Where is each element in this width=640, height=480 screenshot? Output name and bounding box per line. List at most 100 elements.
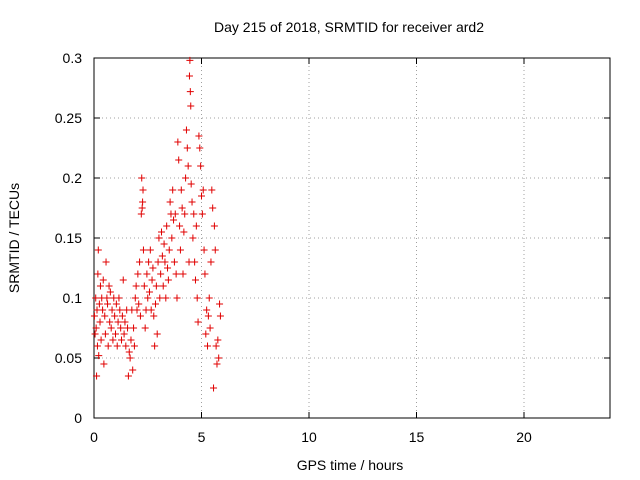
- y-tick-label: 0.3: [63, 50, 83, 66]
- data-point: [99, 306, 107, 314]
- x-tick-label: 0: [90, 429, 98, 445]
- data-point: [101, 312, 109, 320]
- data-point: [130, 324, 138, 332]
- data-point: [161, 258, 169, 266]
- data-point: [107, 324, 115, 332]
- data-point: [186, 56, 194, 64]
- data-point: [201, 270, 209, 278]
- data-point: [93, 342, 101, 350]
- data-point: [163, 222, 171, 230]
- data-point: [162, 294, 170, 302]
- data-point: [137, 210, 145, 218]
- data-point: [165, 246, 173, 254]
- data-point: [198, 210, 206, 218]
- data-point: [104, 300, 112, 308]
- data-point: [112, 300, 120, 308]
- data-point: [94, 246, 102, 254]
- data-point: [158, 228, 166, 236]
- data-point: [171, 210, 179, 218]
- data-point: [193, 294, 201, 302]
- data-point: [113, 342, 121, 350]
- y-tick-label: 0.1: [63, 290, 83, 306]
- data-point: [146, 246, 154, 254]
- data-point: [99, 276, 107, 284]
- data-point: [115, 294, 123, 302]
- data-point: [100, 360, 108, 368]
- data-point: [191, 276, 199, 284]
- data-point: [96, 318, 104, 326]
- data-point: [143, 270, 151, 278]
- data-point: [155, 234, 163, 242]
- x-axis-ticks: 0 5 10 15 20: [90, 58, 532, 445]
- data-point: [209, 204, 217, 212]
- y-tick-label: 0.05: [55, 350, 82, 366]
- data-point: [185, 72, 193, 80]
- data-point: [141, 324, 149, 332]
- data-point: [178, 204, 186, 212]
- data-point: [90, 312, 98, 320]
- data-point: [197, 162, 205, 170]
- data-point: [214, 336, 222, 344]
- data-point: [170, 258, 178, 266]
- data-point: [120, 330, 128, 338]
- data-point: [108, 306, 116, 314]
- data-point: [151, 300, 159, 308]
- data-point: [129, 366, 137, 374]
- data-point: [192, 222, 200, 230]
- data-point: [147, 306, 155, 314]
- data-point: [114, 318, 122, 326]
- data-point: [180, 228, 188, 236]
- chart-title: Day 215 of 2018, SRMTID for receiver ard…: [214, 19, 484, 35]
- data-point: [148, 276, 156, 284]
- x-axis-label: GPS time / hours: [297, 457, 404, 473]
- data-point: [144, 294, 152, 302]
- data-point: [157, 270, 165, 278]
- data-point: [121, 318, 129, 326]
- data-point: [172, 270, 180, 278]
- x-tick-label: 20: [516, 429, 532, 445]
- data-point: [138, 174, 146, 182]
- data-point: [175, 156, 183, 164]
- data-point: [205, 294, 213, 302]
- data-point: [174, 138, 182, 146]
- data-point: [94, 270, 102, 278]
- data-point: [213, 360, 221, 368]
- data-point: [101, 330, 109, 338]
- data-point: [187, 180, 195, 188]
- y-axis-label: SRMTID / TECUs: [6, 183, 22, 293]
- data-point: [164, 264, 172, 272]
- data-point: [176, 246, 184, 254]
- data-point: [186, 88, 194, 96]
- data-point: [95, 352, 103, 360]
- data-point: [138, 204, 146, 212]
- data-point: [212, 342, 220, 350]
- data-point: [208, 186, 216, 194]
- data-point: [176, 222, 184, 230]
- data-point: [136, 258, 144, 266]
- data-point: [131, 294, 139, 302]
- data-point: [106, 288, 114, 296]
- x-tick-label: 10: [301, 429, 317, 445]
- data-point: [118, 336, 126, 344]
- data-point: [109, 336, 117, 344]
- data-point: [166, 198, 174, 206]
- x-tick-label: 5: [198, 429, 206, 445]
- data-point: [152, 282, 160, 290]
- y-tick-label: 0.15: [55, 230, 82, 246]
- data-point: [206, 324, 214, 332]
- data-point: [112, 330, 119, 338]
- data-point: [91, 330, 99, 338]
- data-point: [190, 210, 198, 218]
- data-point: [159, 282, 167, 290]
- data-point: [93, 372, 101, 380]
- data-point: [105, 282, 113, 290]
- data-point: [204, 312, 212, 320]
- data-point: [133, 306, 141, 314]
- data-point: [182, 174, 190, 182]
- data-point: [177, 186, 185, 194]
- data-point: [122, 342, 130, 350]
- data-point: [188, 198, 196, 206]
- data-point: [111, 312, 119, 320]
- data-point: [198, 192, 205, 200]
